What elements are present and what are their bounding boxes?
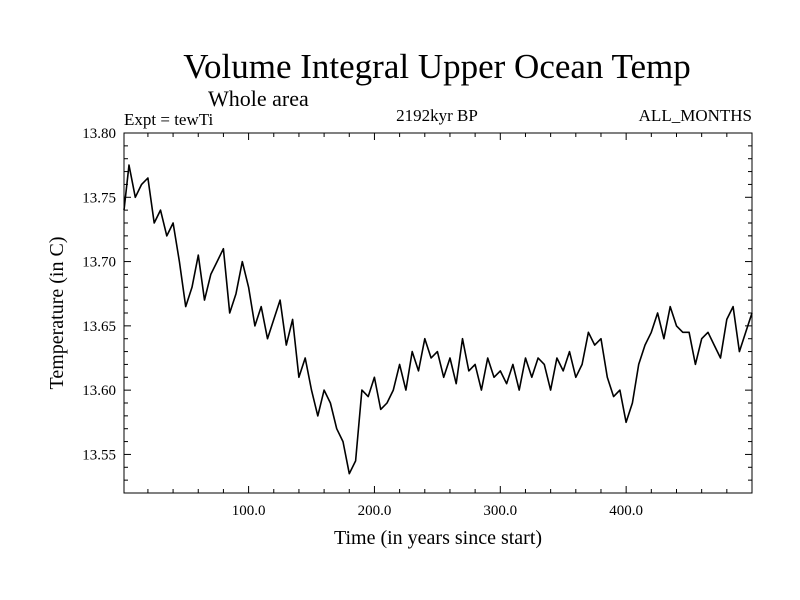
x-axis-label: Time (in years since start): [334, 527, 542, 549]
y-tick-label: 13.75: [82, 190, 116, 206]
y-tick-label: 13.60: [82, 383, 116, 399]
y-tick-label: 13.80: [82, 126, 116, 142]
chart-subtitle: Whole area: [208, 86, 309, 111]
period-label: 2192kyr BP: [396, 106, 478, 125]
series-line: [123, 164, 753, 475]
x-tick-label: 200.0: [358, 503, 392, 519]
y-tick-label: 13.65: [82, 319, 116, 335]
y-tick-label: 13.70: [82, 255, 116, 271]
series-group: [123, 164, 753, 475]
expt-label: Expt = tewTi: [124, 110, 214, 129]
y-tick-label: 13.55: [82, 447, 116, 463]
plot-frame: [123, 132, 753, 494]
chart-title: Volume Integral Upper Ocean Temp: [183, 47, 690, 86]
x-tick-label: 100.0: [232, 503, 266, 519]
x-tick-label: 300.0: [483, 503, 517, 519]
y-axis-label: Temperature (in C): [46, 237, 68, 390]
months-label: ALL_MONTHS: [639, 106, 752, 125]
axis-ticks: 13.55 13.60 13.65 13.70 13.75 13.80 100.0 200.0…: [82, 126, 752, 519]
x-tick-label: 400.0: [609, 503, 643, 519]
